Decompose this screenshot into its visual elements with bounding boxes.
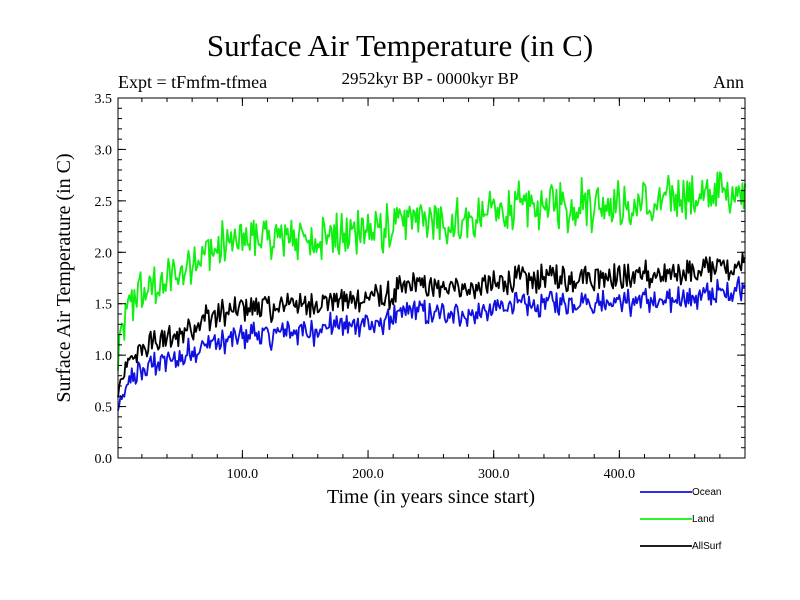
y-axis-title: Surface Air Temperature (in C) <box>53 153 75 402</box>
x-tick-label: 300.0 <box>478 467 510 482</box>
y-tick-label: 2.5 <box>95 195 113 210</box>
y-tick-label: 3.5 <box>95 92 113 107</box>
series-line-allsurf <box>117 252 746 398</box>
legend-label-ocean: Ocean <box>692 487 721 498</box>
legend-label-allsurf: AllSurf <box>692 541 722 552</box>
x-axis-title: Time (in years since start) <box>327 486 535 508</box>
x-tick-label: 400.0 <box>604 467 636 482</box>
y-tick-label: 0.0 <box>95 452 113 467</box>
y-tick-label: 1.0 <box>95 349 113 364</box>
y-tick-label: 1.5 <box>95 298 113 313</box>
plot-frame <box>117 97 746 459</box>
y-tick-label: 3.0 <box>95 143 113 158</box>
chart-title: Surface Air Temperature (in C) <box>206 28 594 63</box>
legend: Ocean Land AllSurf <box>640 487 722 552</box>
season-label: Ann <box>713 72 744 92</box>
legend-label-land: Land <box>692 514 714 525</box>
x-tick-label: 100.0 <box>227 467 259 482</box>
y-tick-label: 0.5 <box>95 401 113 416</box>
series-line-land <box>117 171 746 371</box>
period-label: 2952kyr BP - 0000kyr BP <box>341 69 519 88</box>
y-tick-label: 2.0 <box>95 246 113 261</box>
series-line-ocean <box>117 276 746 411</box>
series-layer <box>117 171 746 411</box>
axis-layer: 0.0 0.5 1.0 1.5 2.0 2.5 3.0 3.5 100.0 200.0 300.0 4… <box>95 92 745 482</box>
x-tick-label: 200.0 <box>352 467 384 482</box>
experiment-label: Expt = tFmfm-tfmea <box>118 72 268 92</box>
